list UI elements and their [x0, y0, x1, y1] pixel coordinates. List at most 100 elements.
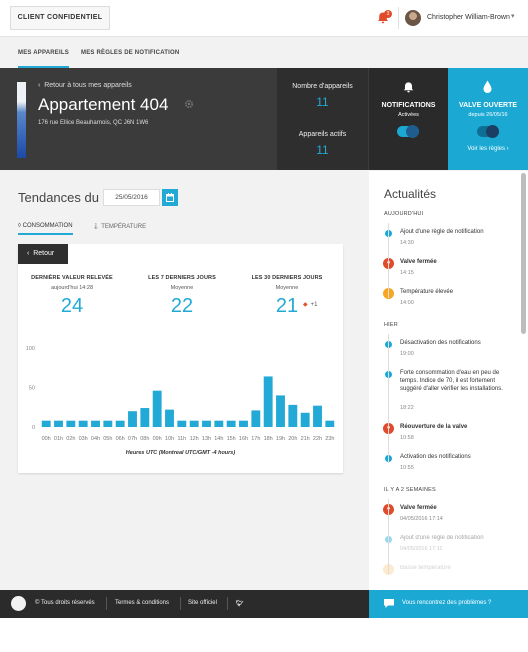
kpi-sub: Moyenne [275, 285, 299, 291]
chart-bar [103, 420, 113, 427]
water-drop-icon [483, 80, 492, 93]
news-scrollbar[interactable] [521, 173, 526, 334]
kpi-trend: ◆ +1 [303, 301, 317, 308]
chart-bar [115, 420, 125, 427]
x-tick-label: 20h [288, 436, 297, 442]
timeline-item-text[interactable]: Température élevée [400, 289, 454, 295]
timeline-item-time: 14:15 [400, 270, 414, 276]
x-tick-label: 04h [91, 436, 100, 442]
chart-bar [300, 412, 310, 427]
chart-bar [313, 405, 322, 427]
chart-bar [202, 420, 211, 427]
chat-bubble-icon [384, 599, 394, 608]
x-tick-label: 01h [54, 436, 63, 442]
timeline-item-text[interactable]: Ajout d'une règle de notification [400, 535, 484, 541]
chart-bar [214, 420, 224, 427]
chart-bar [128, 411, 137, 427]
kpi-sub: Moyenne [170, 285, 194, 291]
gear-icon[interactable] [184, 99, 194, 109]
x-tick-label: 10h [165, 436, 174, 442]
copyright: © Tous droits réservés [35, 600, 95, 606]
x-tick-label: 17h [251, 436, 260, 442]
kpi-trend-value: +1 [310, 302, 318, 308]
news-section-label: HIER [384, 322, 398, 328]
back-button[interactable]: ‹ Retour [18, 244, 68, 264]
brand-logo[interactable]: CLIENT CONFIDENTIEL [10, 6, 110, 30]
notifications-panel: NOTIFICATIONS Activées [369, 68, 448, 170]
app-window: CLIENT CONFIDENTIEL 3 Christopher Willia… [0, 0, 528, 618]
device-stats-panel: Nombre d'appareils 11 Appareils actifs 1… [277, 68, 368, 170]
kpi-7-days: LES 7 DERNIERS JOURS Moyenne 22 [132, 275, 232, 318]
terms-link[interactable]: Termes & conditions [115, 600, 170, 606]
timeline-line [388, 499, 389, 574]
tab-temperature[interactable]: 🌡︎ TEMPÉRATURE [92, 223, 146, 230]
trend-up-icon: ◆ [303, 302, 308, 308]
tab-temperature-label: TEMPÉRATURE [101, 224, 147, 230]
timeline-item-text[interactable]: Valve fermée [400, 505, 437, 511]
back-to-devices-link[interactable]: ‹ Retour à tous mes appareils [38, 82, 132, 89]
toggle-knob [406, 125, 419, 138]
timeline-item-time: 10:58 [400, 435, 414, 441]
valve-status-title: VALVE OUVERTE [458, 102, 518, 109]
avatar[interactable] [405, 10, 421, 26]
twitter-icon[interactable]: 🐦︎ [236, 601, 244, 607]
kpi-sub: aujourd'hui 14:28 [50, 285, 94, 291]
news-panel: Actualités AUJOURD'HUI Ajout d'une règle … [369, 171, 528, 590]
timeline-line [388, 334, 389, 463]
back-button-label: Retour [33, 250, 55, 257]
main-tabs: MES APPAREILS MES RÈGLES DE NOTIFICATION [0, 37, 528, 68]
timeline-item-time: 04/05/2016 17:11 [400, 546, 443, 552]
timeline-item-text[interactable]: Forte consommation d'eau en peu de temps… [400, 370, 503, 392]
timeline-item-text[interactable]: Désactivation des notifications [400, 340, 481, 346]
view-rules-link[interactable]: Voir les règles › [467, 146, 509, 152]
y-tick-label: 0 [32, 425, 35, 431]
x-tick-label: 13h [202, 436, 211, 442]
tab-regles-notification[interactable]: MES RÈGLES DE NOTIFICATION [81, 50, 180, 56]
date-field[interactable]: 25/05/2016 [103, 189, 160, 206]
help-bar[interactable] [369, 590, 528, 618]
timeline-item-time: 14:00 [400, 300, 414, 306]
header-divider [398, 7, 399, 29]
x-tick-label: 07h [128, 436, 137, 442]
user-name[interactable]: Christopher William-Brown [427, 14, 510, 21]
timeline-item-text[interactable]: Basse température [400, 565, 451, 571]
tab-consommation[interactable]: ◊ CONSOMMATION [18, 223, 73, 235]
news-title: Actualités [384, 187, 437, 201]
timeline-item-text[interactable]: Ajout d'une règle de notification [400, 229, 484, 235]
top-bar: CLIENT CONFIDENTIEL 3 Christopher Willia… [0, 0, 528, 37]
chart-bar [288, 404, 298, 427]
tab-mes-appareils[interactable]: MES APPAREILS [18, 50, 69, 68]
footer [0, 590, 369, 618]
notifications-title: NOTIFICATIONS [381, 102, 436, 109]
level-gauge [17, 82, 26, 158]
timeline-item-text[interactable]: Activation des notifications [400, 454, 471, 460]
address: 176 rue Ellice Beauharnois, QC J6N 1W6 [38, 120, 149, 126]
kpi-30-days: LES 30 DERNIERS JOURS Moyenne 21 [237, 275, 337, 318]
y-tick-label: 50 [29, 386, 35, 392]
footer-divider [180, 597, 181, 610]
chevron-down-icon[interactable]: ▾ [511, 13, 515, 20]
notifications-toggle[interactable] [397, 125, 419, 138]
thermometer-icon: 🌡︎ [92, 224, 100, 230]
timeline-item-text[interactable]: Valve fermée [400, 259, 437, 265]
notifications-status: Activées [398, 112, 419, 118]
timeline-item-time: 19:00 [400, 351, 414, 357]
timeline-item-time: 14:30 [400, 240, 414, 246]
timeline-item-text[interactable]: Réouverture de la valve [400, 424, 468, 430]
device-count-label: Nombre d'appareils [292, 83, 353, 90]
chart-bar [41, 420, 51, 427]
chart-x-axis-label: Heures UTC (Montreal UTC/GMT -4 hours) [125, 450, 236, 456]
x-tick-label: 02h [66, 436, 75, 442]
official-site-link[interactable]: Site officiel [188, 600, 217, 606]
x-tick-label: 16h [239, 436, 248, 442]
device-count: 11 [316, 95, 329, 109]
calendar-button[interactable] [162, 189, 178, 206]
chart-bar [239, 420, 248, 427]
chart-bar [189, 420, 199, 427]
valve-toggle[interactable] [477, 125, 499, 138]
help-link[interactable]: Vous rencontrez des problèmes ? [402, 600, 492, 606]
page-title: Appartement 404 [38, 95, 169, 114]
kpi-label: DERNIÈRE VALEUR RELEVÉE [31, 275, 113, 281]
chart-bar [91, 420, 100, 427]
